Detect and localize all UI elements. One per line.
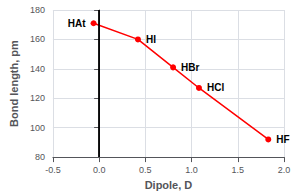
svg-text:100: 100 — [30, 123, 45, 133]
svg-text:1.5: 1.5 — [232, 165, 245, 175]
svg-text:2.0: 2.0 — [278, 165, 291, 175]
svg-text:160: 160 — [30, 34, 45, 44]
svg-text:HAt: HAt — [68, 18, 86, 29]
svg-text:0.5: 0.5 — [139, 165, 152, 175]
svg-text:-0.5: -0.5 — [45, 165, 61, 175]
svg-text:1.0: 1.0 — [185, 165, 198, 175]
svg-text:120: 120 — [30, 93, 45, 103]
svg-text:Bond length, pm: Bond length, pm — [8, 40, 20, 127]
svg-text:HBr: HBr — [181, 62, 199, 73]
svg-text:140: 140 — [30, 64, 45, 74]
svg-text:0.0: 0.0 — [93, 165, 106, 175]
svg-text:HI: HI — [146, 34, 156, 45]
svg-text:Dipole, D: Dipole, D — [145, 179, 193, 191]
svg-text:HCl: HCl — [207, 82, 224, 93]
svg-text:HF: HF — [276, 134, 289, 145]
svg-text:180: 180 — [30, 5, 45, 15]
svg-text:80: 80 — [35, 152, 45, 162]
